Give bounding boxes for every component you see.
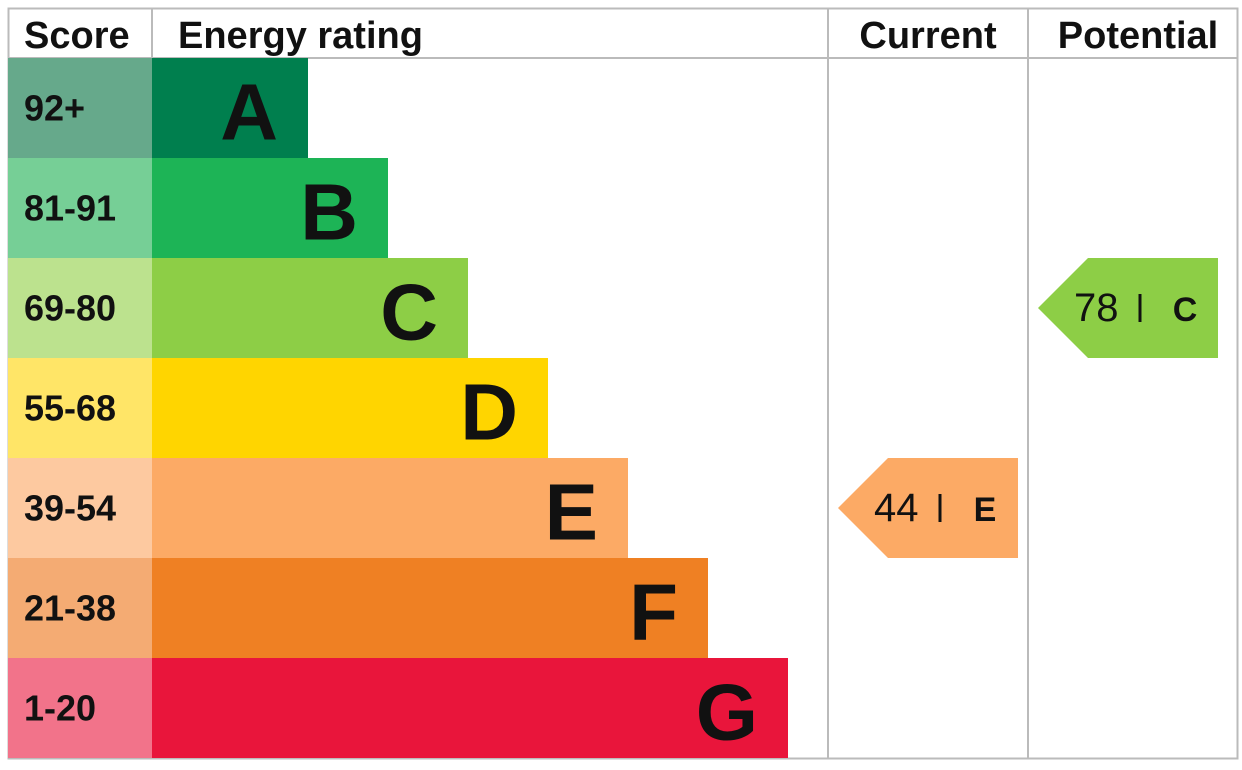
rating-letter: D: [460, 368, 518, 457]
score-cell: [8, 458, 152, 558]
score-range: 92+: [24, 88, 85, 129]
header-potential: Potential: [1058, 15, 1218, 57]
rating-bar: [152, 358, 548, 458]
rating-letter: B: [300, 168, 358, 257]
potential-arrow: [1038, 258, 1218, 358]
potential-letter: C: [1173, 291, 1198, 329]
rating-letter: C: [380, 268, 438, 357]
score-range: 21-38: [24, 588, 116, 629]
score-cell: [8, 258, 152, 358]
score-range: 81-91: [24, 188, 116, 229]
rating-bar: [152, 158, 388, 258]
score-cell: [8, 658, 152, 758]
score-range: 55-68: [24, 388, 116, 429]
header-rating: Energy rating: [178, 15, 423, 57]
header-current: Current: [859, 15, 997, 57]
header-score: Score: [24, 15, 130, 57]
score-cell: [8, 58, 152, 158]
rating-bar: [152, 58, 308, 158]
score-range: 39-54: [24, 488, 116, 529]
rating-letter: G: [696, 668, 758, 757]
potential-value: 78: [1074, 286, 1119, 330]
rating-bar: [152, 658, 788, 758]
rating-bar: [152, 458, 628, 558]
rating-letter: A: [220, 68, 278, 157]
current-value: 44: [874, 486, 919, 530]
score-cell: [8, 358, 152, 458]
score-cell: [8, 558, 152, 658]
score-cell: [8, 158, 152, 258]
rating-bar: [152, 258, 468, 358]
score-range: 1-20: [24, 688, 96, 729]
current-arrow: [838, 458, 1018, 558]
rating-letter: E: [545, 468, 598, 557]
rating-letter: F: [629, 568, 678, 657]
current-letter: E: [974, 491, 997, 529]
rating-bar: [152, 558, 708, 658]
score-range: 69-80: [24, 288, 116, 329]
